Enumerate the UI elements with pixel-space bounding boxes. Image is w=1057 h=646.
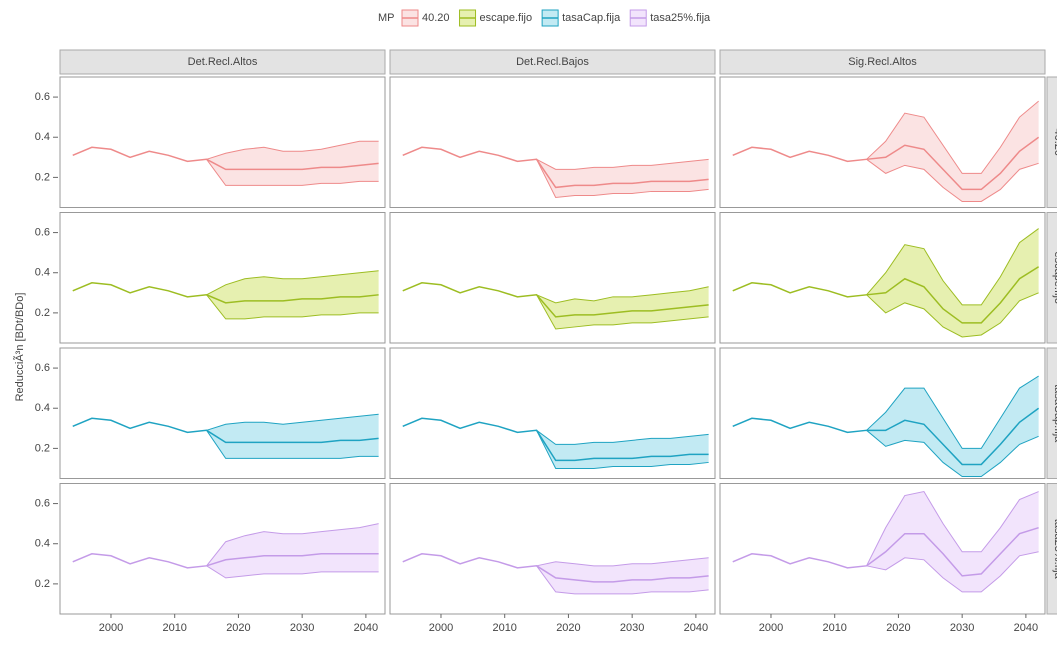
- strip: [1046, 76, 1057, 208]
- upper-line: [536, 429, 709, 445]
- panel: [389, 483, 716, 615]
- upper-line: [536, 286, 709, 304]
- upper-line: [866, 228, 1039, 306]
- y-tick-label: 0.2: [35, 171, 50, 183]
- lower-line: [536, 565, 709, 595]
- upper-line: [536, 557, 709, 567]
- lower-line: [866, 429, 1039, 477]
- x-tick-label: 2000: [429, 622, 453, 634]
- lower-line: [536, 430, 709, 469]
- strip: [1046, 483, 1057, 615]
- median-line: [402, 417, 709, 462]
- median-line: [732, 266, 1040, 324]
- band: [206, 414, 379, 459]
- x-tick-label: 2030: [950, 622, 974, 634]
- median-line: [732, 136, 1040, 191]
- lower-line: [866, 292, 1039, 338]
- upper-line: [866, 490, 1039, 567]
- legend-label: escape.fijo: [480, 12, 533, 24]
- median-line: [72, 417, 379, 444]
- band: [536, 430, 709, 469]
- lower-line: [536, 294, 709, 330]
- upper-line: [206, 140, 379, 160]
- strip: [59, 49, 386, 75]
- upper-line: [206, 270, 379, 296]
- upper-line: [206, 523, 379, 567]
- lower-line: [206, 159, 379, 186]
- panel: [59, 76, 386, 208]
- column-strip-label: Det.Recl.Bajos: [516, 56, 589, 68]
- median-line: [402, 146, 709, 189]
- y-tick-label: 0.6: [35, 226, 50, 238]
- y-tick-label: 0.2: [35, 442, 50, 454]
- y-tick-label: 0.6: [35, 91, 50, 103]
- legend-title: MP: [378, 12, 395, 24]
- panel: [59, 347, 386, 479]
- median-line: [402, 282, 709, 318]
- band: [206, 270, 379, 319]
- x-tick-label: 2040: [1014, 622, 1038, 634]
- x-tick-label: 2040: [354, 622, 378, 634]
- lower-line: [866, 551, 1039, 593]
- x-tick-label: 2040: [684, 622, 708, 634]
- y-axis-label: ReducciÃ³n [BDt/BDo]: [13, 293, 26, 402]
- upper-line: [866, 100, 1039, 174]
- lower-line: [206, 565, 379, 579]
- x-tick-label: 2010: [492, 622, 516, 634]
- row-strip-label: 40.20: [1052, 128, 1057, 156]
- y-tick-label: 0.2: [35, 307, 50, 319]
- x-tick-label: 2030: [290, 622, 314, 634]
- y-tick-label: 0.4: [35, 538, 50, 550]
- median-line: [402, 553, 709, 583]
- upper-line: [206, 413, 379, 431]
- strip: [1046, 212, 1057, 344]
- y-tick-label: 0.4: [35, 267, 50, 279]
- band: [866, 491, 1039, 592]
- x-tick-label: 2030: [620, 622, 644, 634]
- median-line: [72, 282, 379, 304]
- x-tick-label: 2000: [99, 622, 123, 634]
- band: [866, 228, 1039, 337]
- lower-line: [866, 158, 1039, 202]
- band: [866, 376, 1039, 477]
- row-strip-label: escape.fijo: [1052, 251, 1057, 304]
- x-tick-label: 2020: [886, 622, 910, 634]
- x-tick-label: 2010: [162, 622, 186, 634]
- row-strip-label: tasaCap.fija: [1052, 384, 1057, 443]
- y-tick-label: 0.4: [35, 131, 50, 143]
- lower-line: [206, 294, 379, 320]
- row-strip-label: tasa25%.fija: [1052, 519, 1057, 580]
- strip: [1046, 347, 1057, 479]
- band: [536, 286, 709, 329]
- column-strip-label: Sig.Recl.Altos: [848, 56, 917, 68]
- y-tick-label: 0.6: [35, 497, 50, 509]
- median-line: [72, 146, 379, 171]
- strip: [719, 49, 1046, 75]
- band: [206, 141, 379, 186]
- x-tick-label: 2020: [226, 622, 250, 634]
- legend-label: tasaCap.fija: [562, 12, 621, 24]
- column-strip-label: Det.Recl.Altos: [188, 56, 258, 68]
- legend-label: tasa25%.fija: [650, 12, 711, 24]
- lower-line: [206, 430, 379, 459]
- lower-line: [536, 159, 709, 198]
- x-tick-label: 2010: [822, 622, 846, 634]
- median-line: [72, 553, 379, 569]
- median-line: [732, 407, 1040, 466]
- band: [866, 101, 1039, 202]
- strip: [389, 49, 716, 75]
- band: [206, 523, 379, 578]
- y-tick-label: 0.4: [35, 402, 50, 414]
- median-line: [732, 526, 1039, 577]
- y-tick-label: 0.6: [35, 362, 50, 374]
- upper-line: [536, 158, 709, 170]
- upper-line: [866, 375, 1039, 449]
- x-tick-label: 2020: [556, 622, 580, 634]
- legend-label: 40.20: [422, 12, 450, 24]
- y-tick-label: 0.2: [35, 578, 50, 590]
- x-tick-label: 2000: [759, 622, 783, 634]
- band: [536, 557, 709, 594]
